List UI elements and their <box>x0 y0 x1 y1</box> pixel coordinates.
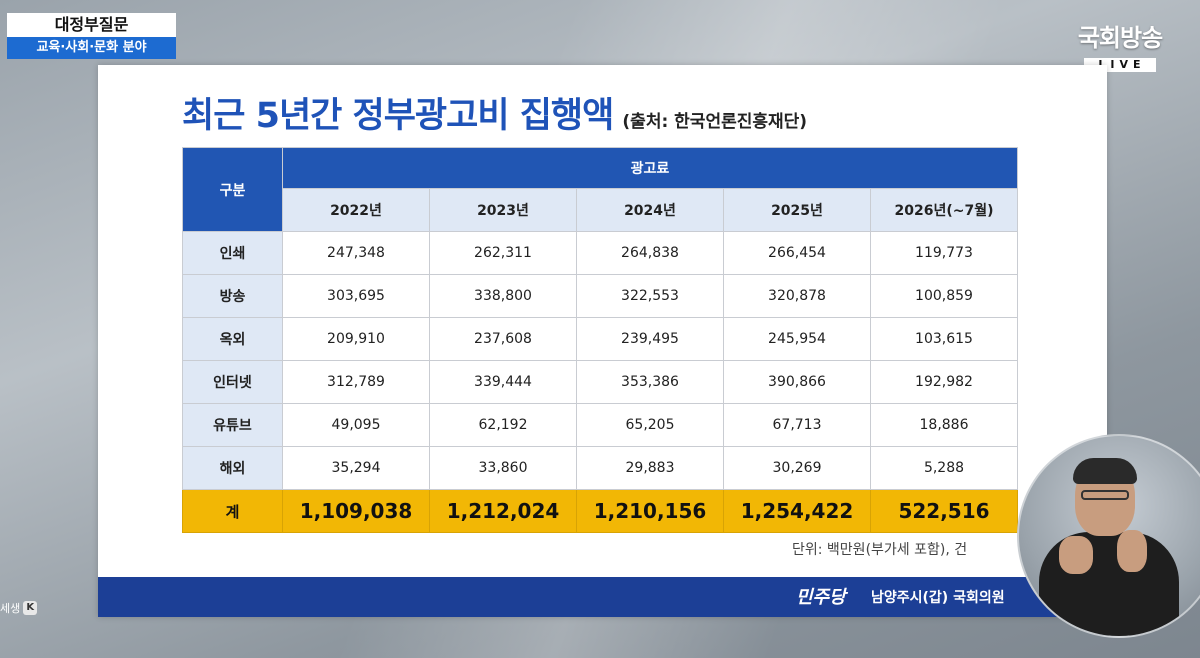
row-label: 유튜브 <box>182 403 283 447</box>
table-cell: 119,773 <box>870 231 1018 275</box>
row-label: 방송 <box>182 274 283 318</box>
header-category: 구분 <box>182 147 283 232</box>
slide-title-main: 최근 5년간 정부광고비 집행액 <box>182 96 614 136</box>
glasses-icon <box>1081 490 1129 500</box>
table-cell: 5,288 <box>870 446 1018 490</box>
program-title: 대정부질문 <box>7 13 176 37</box>
member-name: 남양주시(갑) 국회의원 <box>871 590 1005 606</box>
broadcaster-logo: 국회방송 LIVE <box>1056 18 1184 72</box>
total-row: 계 1,109,038 1,212,024 1,210,156 1,254,42… <box>182 489 1018 533</box>
sign-language-interpreter <box>1017 434 1200 638</box>
program-subtitle: 교육·사회·문화 분야 <box>7 37 176 59</box>
interpreter-hair <box>1073 458 1137 484</box>
table-cell: 67,713 <box>723 403 871 447</box>
total-cell: 1,210,156 <box>576 489 724 533</box>
header-year: 2022년 <box>282 188 430 232</box>
table-cell: 35,294 <box>282 446 430 490</box>
total-cell: 1,212,024 <box>429 489 577 533</box>
table-row: 방송 303,695 338,800 322,553 320,878 100,8… <box>182 274 1018 318</box>
table-cell: 209,910 <box>282 317 430 361</box>
slide-footer: 민주당 남양주시(갑) 국회의원 <box>98 577 1107 617</box>
table-cell: 338,800 <box>429 274 577 318</box>
table-row: 옥외 209,910 237,608 239,495 245,954 103,6… <box>182 317 1018 361</box>
row-label: 인터넷 <box>182 360 283 404</box>
total-cell: 1,254,422 <box>723 489 871 533</box>
table-cell: 65,205 <box>576 403 724 447</box>
total-label: 계 <box>182 489 283 533</box>
keyboard-key-icon[interactable]: K <box>23 601 38 615</box>
header-ad-fee: 광고료 <box>282 147 1018 189</box>
table-cell: 103,615 <box>870 317 1018 361</box>
table-cell: 49,095 <box>282 403 430 447</box>
table-year-row: 2022년 2023년 2024년 2025년 2026년(~7월) <box>183 188 1018 232</box>
header-year: 2024년 <box>576 188 724 232</box>
table-cell: 30,269 <box>723 446 871 490</box>
slide-source: (출처: 한국언론진흥재단) <box>622 112 808 132</box>
table-cell: 192,982 <box>870 360 1018 404</box>
slide-title: 최근 5년간 정부광고비 집행액 (출처: 한국언론진흥재단) <box>182 87 807 138</box>
table-cell: 353,386 <box>576 360 724 404</box>
presentation-slide: 최근 5년간 정부광고비 집행액 (출처: 한국언론진흥재단) 구분 광고료 2… <box>98 65 1107 617</box>
table-cell: 262,311 <box>429 231 577 275</box>
table-cell: 100,859 <box>870 274 1018 318</box>
table-cell: 320,878 <box>723 274 871 318</box>
row-label: 옥외 <box>182 317 283 361</box>
row-label: 해외 <box>182 446 283 490</box>
table-cell: 237,608 <box>429 317 577 361</box>
row-label: 인쇄 <box>182 231 283 275</box>
unit-note: 단위: 백만원(부가세 포함), 건 <box>792 542 968 558</box>
table-row: 인터넷 312,789 339,444 353,386 390,866 192,… <box>182 360 1018 404</box>
ad-spending-table: 구분 광고료 2022년 2023년 2024년 2025년 2026년(~7월… <box>182 147 1018 533</box>
table-row: 해외 35,294 33,860 29,883 30,269 5,288 <box>182 446 1018 490</box>
table-cell: 264,838 <box>576 231 724 275</box>
table-row: 유튜브 49,095 62,192 65,205 67,713 18,886 <box>182 403 1018 447</box>
broadcaster-name: 국회방송 <box>1077 24 1163 52</box>
total-cell: 1,109,038 <box>282 489 430 533</box>
table-cell: 245,954 <box>723 317 871 361</box>
hand-icon <box>1059 536 1093 574</box>
table-cell: 312,789 <box>282 360 430 404</box>
table-cell: 390,866 <box>723 360 871 404</box>
table-cell: 18,886 <box>870 403 1018 447</box>
header-year: 2025년 <box>723 188 871 232</box>
table-cell: 62,192 <box>429 403 577 447</box>
table-header-row: 구분 광고료 <box>182 147 1018 232</box>
table-cell: 322,553 <box>576 274 724 318</box>
table-cell: 29,883 <box>576 446 724 490</box>
hand-icon <box>1117 530 1147 572</box>
party-logo: 민주당 <box>796 587 846 608</box>
program-tag: 대정부질문 교육·사회·문화 분야 <box>7 13 176 59</box>
table-cell: 239,495 <box>576 317 724 361</box>
corner-widget[interactable]: 세생 K <box>0 598 38 618</box>
header-year: 2026년(~7월) <box>870 188 1018 232</box>
table-cell: 339,444 <box>429 360 577 404</box>
corner-widget-text: 세생 <box>0 602 21 615</box>
table-cell: 33,860 <box>429 446 577 490</box>
total-cell: 522,516 <box>870 489 1018 533</box>
table-cell: 266,454 <box>723 231 871 275</box>
table-row: 인쇄 247,348 262,311 264,838 266,454 119,7… <box>182 231 1018 275</box>
table-cell: 247,348 <box>282 231 430 275</box>
table-cell: 303,695 <box>282 274 430 318</box>
header-year: 2023년 <box>429 188 577 232</box>
